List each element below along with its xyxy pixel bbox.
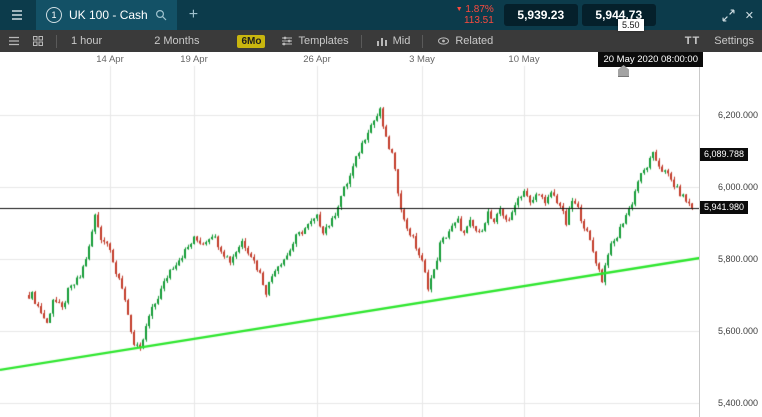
instrument-tab[interactable]: 1 UK 100 - Cash xyxy=(36,0,177,30)
text-tool-button[interactable]: TT xyxy=(684,35,701,47)
toolbar-separator xyxy=(422,34,424,48)
chart-list-icon[interactable] xyxy=(8,35,20,47)
price-change: ▼ 1.87% 113.51 xyxy=(456,4,494,26)
x-axis-label: 26 Apr xyxy=(303,54,331,65)
y-axis-label: 6,000.000 xyxy=(717,182,758,192)
related-button[interactable]: Related xyxy=(437,35,493,47)
sliders-icon xyxy=(281,35,293,47)
bars-icon xyxy=(376,35,388,47)
price-type-label: Mid xyxy=(392,35,411,47)
change-percent: 1.87% xyxy=(465,4,494,15)
search-icon[interactable] xyxy=(155,9,167,21)
add-tab-button[interactable]: + xyxy=(188,6,199,23)
price-type-dropdown[interactable]: Mid xyxy=(376,35,411,47)
menu-icon[interactable] xyxy=(8,9,26,21)
eye-icon xyxy=(437,35,450,47)
x-axis-label: 10 May xyxy=(508,54,540,65)
tab-number-badge: 1 xyxy=(46,7,62,23)
range-badge[interactable]: 6Mo xyxy=(237,34,266,48)
crosshair-date-tooltip: 20 May 2020 08:00:00 xyxy=(598,52,703,67)
x-axis-label: 3 May xyxy=(409,54,435,65)
chart-area: 14 Apr 19 Apr 26 Apr 3 May 10 May 20 May 202… xyxy=(0,52,762,417)
templates-label: Templates xyxy=(298,35,349,47)
y-axis-label: 5,600.000 xyxy=(717,326,758,336)
current-price-badge: 5,941.980 xyxy=(700,200,749,214)
y-axis-label: 6,200.000 xyxy=(717,110,758,120)
x-axis-label: 14 Apr xyxy=(96,54,124,65)
x-axis: 14 Apr 19 Apr 26 Apr 3 May 10 May xyxy=(0,52,700,66)
sell-price-button[interactable]: 5,939.23 xyxy=(503,4,578,26)
y-axis-label: 5,800.000 xyxy=(717,254,758,264)
high-price-badge: 6,089.788 xyxy=(700,147,749,161)
close-icon[interactable]: ✕ xyxy=(744,9,754,22)
chart-toolbar: 1 hour 2 Months 6Mo Templates Mid Relate… xyxy=(0,30,762,52)
templates-button[interactable]: Templates xyxy=(281,35,349,47)
change-points: 113.51 xyxy=(463,15,494,26)
toolbar-separator xyxy=(56,34,57,48)
spread-value: 5.50 xyxy=(618,19,644,31)
expand-icon[interactable] xyxy=(722,8,735,22)
interval-dropdown[interactable]: 1 hour xyxy=(71,35,103,47)
grid-layout-icon[interactable] xyxy=(32,35,44,47)
down-triangle-icon: ▼ xyxy=(455,6,463,13)
toolbar-separator xyxy=(360,34,362,48)
range-dropdown[interactable]: 2 Months xyxy=(154,35,200,47)
related-label: Related xyxy=(455,35,494,47)
price-chart[interactable] xyxy=(0,52,700,417)
crosshair-marker-icon[interactable] xyxy=(618,65,629,77)
settings-button[interactable]: Settings xyxy=(714,35,754,47)
price-axis[interactable]: 6,200.000 6,000.000 5,800.000 5,600.000 5,40… xyxy=(699,52,762,417)
x-axis-label: 19 Apr xyxy=(180,54,208,65)
instrument-name: UK 100 - Cash xyxy=(69,8,148,22)
window-header: 1 UK 100 - Cash + ▼ 1.87% 113.51 5,939.2… xyxy=(0,0,762,30)
y-axis-label: 5,400.000 xyxy=(717,398,758,408)
